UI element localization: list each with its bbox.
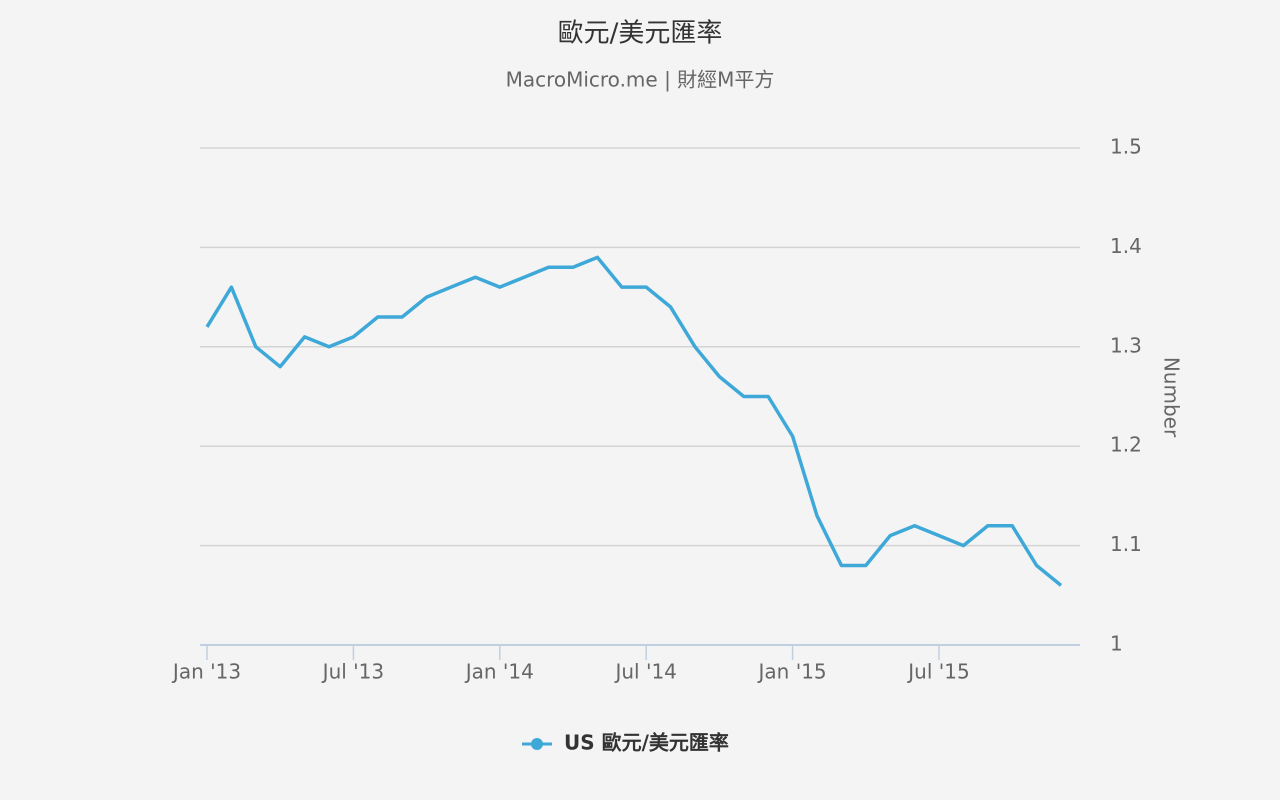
chart-title: 歐元/美元匯率 <box>558 19 723 49</box>
y-axis-label: Number <box>1160 357 1184 438</box>
series-line <box>205 255 1063 587</box>
y-tick-label: 1.1 <box>1110 532 1142 556</box>
legend-label: US 歐元/美元匯率 <box>564 731 729 755</box>
y-tick-label: 1.3 <box>1110 333 1142 357</box>
legend-symbol-dot <box>531 738 543 750</box>
x-tick-label: Jul '15 <box>906 660 969 684</box>
x-tick-label: Jan '14 <box>464 660 534 684</box>
chart-subtitle: MacroMicro.me | 財經M平方 <box>506 68 775 92</box>
x-tick-label: Jul '13 <box>321 660 384 684</box>
x-tick-label: Jan '13 <box>171 660 241 684</box>
x-tick-label: Jan '15 <box>757 660 827 684</box>
y-tick-label: 1.5 <box>1110 135 1142 159</box>
y-tick-label: 1.2 <box>1110 433 1142 457</box>
y-tick-label: 1.4 <box>1110 234 1142 258</box>
y-tick-label: 1 <box>1110 632 1123 656</box>
x-tick-label: Jul '14 <box>613 660 676 684</box>
